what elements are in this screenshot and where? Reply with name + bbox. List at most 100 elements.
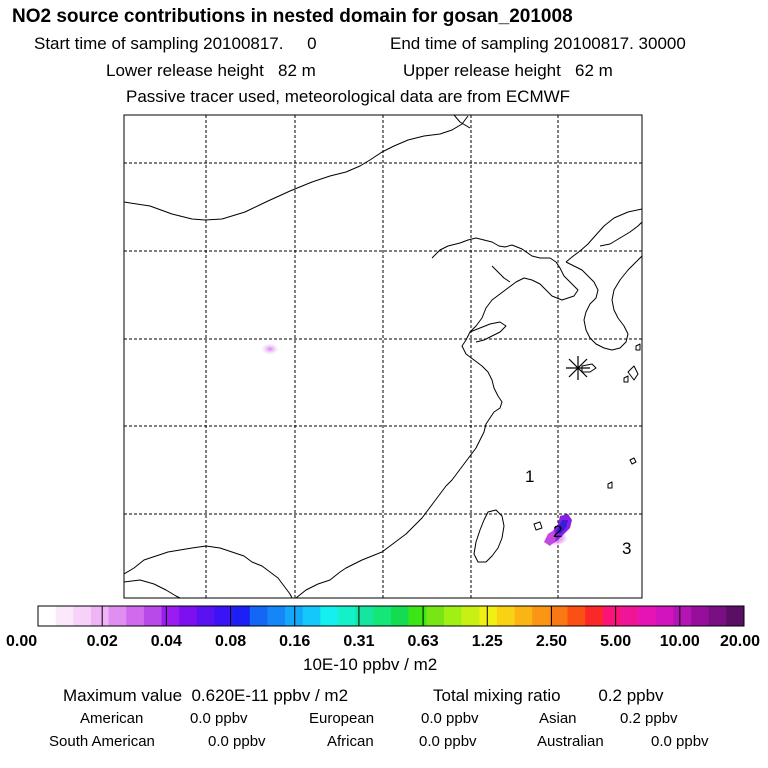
colorbar-cell [496, 606, 515, 626]
colorbar-cell [461, 606, 480, 626]
colorbar-cell [691, 606, 709, 626]
region-south-american-label: South American [49, 733, 155, 750]
map-panel: 1 2 3 [123, 114, 643, 599]
region-asian-label: Asian [539, 710, 577, 727]
northeast-border [565, 208, 642, 263]
region-australian-value: 0.0 ppbv [651, 733, 709, 750]
korea-north-coast [599, 221, 642, 247]
colorbar-unit-label: 10E-10 ppbv / m2 [303, 655, 438, 674]
map-grid [124, 115, 642, 598]
map-frame [123, 114, 643, 599]
colorbar-cell [143, 606, 162, 626]
region-label-2: 2 [553, 522, 562, 541]
colorbar-tick-label: 0.08 [215, 633, 246, 650]
colorbar-cell [267, 606, 286, 626]
region-african-label: African [327, 733, 374, 750]
colorbar-tick-label: 20.00 [720, 633, 760, 650]
colorbar-cell [320, 606, 339, 626]
colorbar-cell [443, 606, 462, 626]
russia-border [453, 115, 471, 129]
region-european-value: 0.0 ppbv [421, 710, 479, 727]
colorbar-cell [408, 606, 427, 626]
colorbar-cell [73, 606, 92, 626]
ryukyu-islet-1 [629, 457, 637, 465]
colorbar: 0.00 0.02 0.04 0.08 0.16 0.31 0.63 1.25 2.50 5.00… [6, 605, 760, 650]
colorbar-cell [55, 606, 74, 626]
colorbar-cell [232, 606, 251, 626]
region-australian-label: Australian [537, 733, 604, 750]
colorbar-frame [37, 605, 745, 627]
china-coast-north [339, 237, 579, 573]
colorbar-cell [567, 606, 586, 626]
colorbar-cell [549, 606, 568, 626]
colorbar-cell [391, 606, 409, 626]
colorbar-cell [532, 606, 551, 626]
colorbar-cell [479, 606, 498, 626]
start-time-label: Start time of sampling 20100817. 0 [34, 34, 317, 53]
ryukyu-islet-3 [533, 521, 543, 531]
colorbar-cell [90, 606, 109, 626]
colorbar-tick-label: 0.04 [151, 633, 182, 650]
region-south-american-value: 0.0 ppbv [208, 733, 266, 750]
colorbar-tick-label: 0.02 [87, 633, 118, 650]
japan-kyushu [627, 365, 639, 381]
plume-layer [261, 343, 572, 546]
japan-islet-1 [623, 375, 629, 383]
colorbar-tick-label: 0.31 [343, 633, 374, 650]
colorbar-cell [602, 606, 621, 626]
colorbar-cell [38, 606, 56, 626]
korea-peninsula [565, 255, 642, 351]
colorbar-cell [214, 606, 233, 626]
mongolia-border [124, 115, 469, 221]
colorbar-cell [426, 606, 445, 626]
plume-west [261, 343, 279, 355]
colorbar-cell [179, 606, 198, 626]
colorbar-tick-label: 1.25 [472, 633, 503, 650]
inland-border-south [124, 545, 293, 598]
colorbar-tick-label: 10.00 [660, 633, 700, 650]
end-time-label: End time of sampling 20100817. 30000 [390, 34, 686, 53]
colorbar-cell [108, 606, 127, 626]
region-asian-value: 0.2 ppbv [620, 710, 678, 727]
colorbar-cell [514, 606, 533, 626]
colorbar-tick-label: 0.00 [6, 633, 37, 650]
plume-south-inner [556, 520, 568, 534]
colorbar-cell [708, 606, 727, 626]
colorbar-cell [726, 606, 745, 626]
colorbar-tick-label: 2.50 [536, 633, 567, 650]
region-label-3: 3 [622, 539, 631, 558]
colorbar-cell [161, 606, 180, 626]
tracer-label: Passive tracer used, meteorological data… [126, 87, 571, 106]
colorbar-cell [673, 606, 692, 626]
total-mixing-label: Total mixing ratio 0.2 ppbv [433, 686, 664, 705]
max-value-label: Maximum value 0.620E-11 ppbv / m2 [63, 686, 349, 705]
inland-border-south-3 [295, 571, 341, 598]
asterisk-icon [566, 356, 590, 380]
taiwan [473, 509, 505, 563]
colorbar-cell [196, 606, 215, 626]
colorbar-cell [302, 606, 321, 626]
colorbar-tick-label: 5.00 [600, 633, 631, 650]
coastlines [124, 115, 642, 598]
colorbar-cell [126, 606, 145, 626]
shandong [469, 321, 507, 343]
plume-south-edge [544, 530, 556, 546]
liaodong [491, 265, 511, 283]
colorbar-cell [620, 606, 639, 626]
colorbar-cell [373, 606, 392, 626]
colorbar-cell [249, 606, 268, 626]
inland-border-south-2 [124, 579, 181, 598]
korea-islet [635, 343, 641, 351]
colorbar-cell [338, 606, 356, 626]
upper-release-label: Upper release height 62 m [403, 61, 613, 80]
colorbar-tick-label: 0.63 [408, 633, 439, 650]
region-american-label: American [80, 710, 144, 727]
plot-title: NO2 source contributions in nested domai… [12, 6, 573, 27]
colorbar-ticks: 0.00 0.02 0.04 0.08 0.16 0.31 0.63 1.25 2.50 5.00… [6, 606, 760, 650]
region-african-value: 0.0 ppbv [419, 733, 477, 750]
region-label-1: 1 [525, 467, 534, 486]
jeju-island [581, 363, 597, 373]
colorbar-cell [355, 606, 374, 626]
ryukyu-islet-2 [607, 481, 613, 489]
region-european-label: European [309, 710, 375, 727]
